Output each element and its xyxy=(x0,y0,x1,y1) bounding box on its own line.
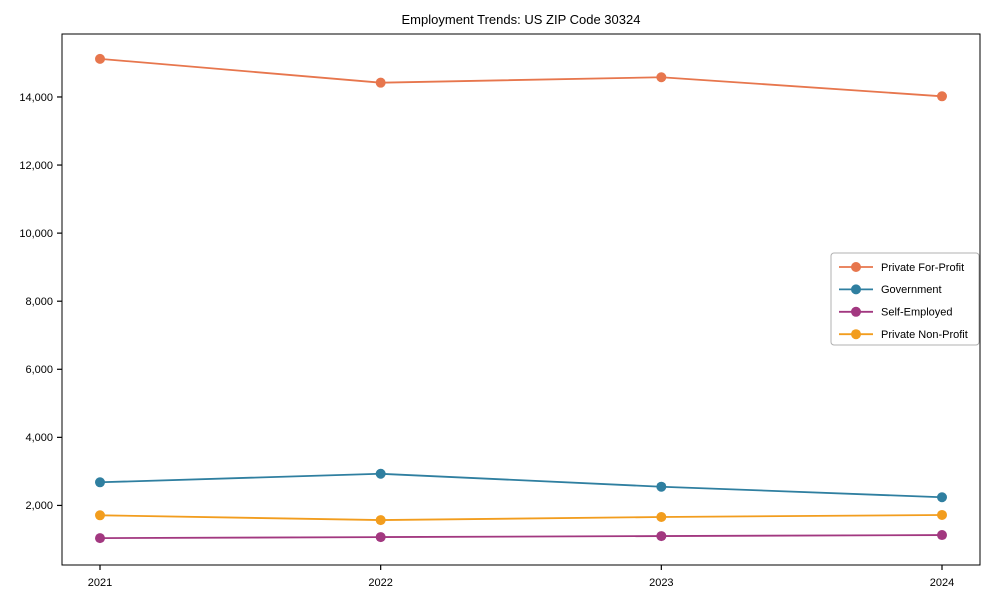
data-point xyxy=(937,492,947,503)
y-tick-label: 8,000 xyxy=(25,296,53,308)
x-tick-label: 2021 xyxy=(88,577,112,589)
legend-item: Government xyxy=(839,284,942,296)
series-line-private-non-profit xyxy=(99,514,943,521)
plot-frame xyxy=(61,33,981,566)
y-tick-label: 2,000 xyxy=(25,500,53,512)
series-line-self-employed xyxy=(99,534,943,540)
y-tick-label: 4,000 xyxy=(25,432,53,444)
data-point xyxy=(937,509,947,520)
legend-item: Private For-Profit xyxy=(839,262,964,274)
y-tick-label: 12,000 xyxy=(19,160,53,172)
x-tick-label: 2022 xyxy=(368,577,392,589)
data-point xyxy=(656,72,667,83)
series-layer xyxy=(95,53,947,544)
y-tick-label: 6,000 xyxy=(25,364,53,376)
legend-label: Government xyxy=(881,284,942,296)
data-point xyxy=(656,481,667,492)
data-point xyxy=(95,53,105,64)
legend-label: Private Non-Profit xyxy=(881,329,968,341)
data-point xyxy=(95,533,105,544)
legend-item: Private Non-Profit xyxy=(839,329,968,341)
data-point xyxy=(656,531,667,542)
legend-box xyxy=(830,252,980,346)
legend-swatch-dot xyxy=(851,262,861,272)
legend-layer: Private For-Profit Government Self-Employe… xyxy=(830,252,980,346)
data-point xyxy=(937,91,947,102)
series-line-private-for-profit xyxy=(99,57,943,98)
data-point xyxy=(95,477,105,488)
data-point xyxy=(375,468,386,479)
data-point xyxy=(375,532,386,543)
legend-swatch-dot xyxy=(851,284,861,295)
y-tick-label: 14,000 xyxy=(19,92,53,104)
legend-label: Private For-Profit xyxy=(881,262,964,274)
legend-label: Self-Employed xyxy=(881,307,953,319)
data-point xyxy=(375,77,386,88)
chart-title: Employment Trends: US ZIP Code 30324 xyxy=(402,12,641,27)
legend-swatch-dot xyxy=(851,329,861,340)
legend-item: Self-Employed xyxy=(839,307,953,319)
x-tick-label: 2024 xyxy=(930,577,954,589)
series-line-government xyxy=(99,472,943,499)
data-point xyxy=(375,515,386,526)
legend-swatch-dot xyxy=(851,306,861,317)
x-tick-label: 2023 xyxy=(649,577,673,589)
data-point xyxy=(95,510,105,521)
data-point xyxy=(656,512,667,523)
y-tick-label: 10,000 xyxy=(19,228,53,240)
axes-layer: 2,000 4,000 6,000 8,000 10,000 12,000 14,000 20… xyxy=(19,33,981,589)
data-point xyxy=(937,530,947,541)
